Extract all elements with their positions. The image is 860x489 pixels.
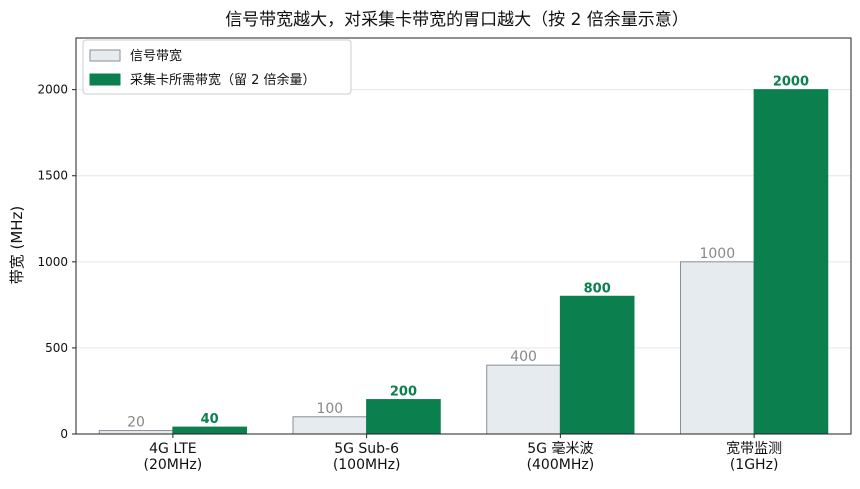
legend-swatch: [89, 49, 121, 62]
value-label-signal: 100: [316, 401, 343, 417]
value-label-signal: 20: [127, 415, 145, 431]
x-tick-label: 5G Sub-6: [334, 441, 399, 457]
y-axis-label: 带宽 (MHz): [8, 206, 26, 285]
x-axis-ticks: 4G LTE(20MHz) 5G Sub-6(100MHz) 5G 毫米波(400M…: [144, 434, 782, 473]
chart-title: 信号带宽越大，对采集卡带宽的胃口越大（按 2 倍余量示意）: [225, 10, 689, 30]
y-tick-label: 500: [45, 341, 68, 355]
y-tick-label: 0: [60, 427, 68, 441]
plot-frame: [75, 37, 852, 435]
bar-signal-bandwidth: [98, 430, 174, 435]
x-tick-label: 4G LTE: [149, 441, 196, 457]
value-label-card: 2000: [773, 75, 809, 90]
y-tick-label: 1000: [37, 255, 68, 269]
y-tick-label: 2000: [37, 83, 68, 97]
x-tick-label: (400MHz): [527, 457, 595, 473]
legend-swatch: [89, 73, 121, 86]
x-tick-label: (100MHz): [333, 457, 401, 473]
x-tick-label: 5G 毫米波: [527, 440, 593, 457]
bar-signal-bandwidth: [486, 364, 561, 435]
bar-card-bandwidth: [172, 426, 247, 435]
bar-card-bandwidth: [366, 399, 441, 435]
x-tick-label: (1GHz): [730, 457, 779, 473]
legend-label: 信号带宽: [130, 48, 182, 64]
value-labels: 20 40 100 200 400 800 1000 2000: [127, 75, 809, 431]
y-tick-label: 1500: [37, 169, 68, 183]
bar-card-bandwidth: [753, 89, 829, 435]
legend-label: 采集卡所需带宽（留 2 倍余量）: [130, 72, 316, 88]
bar-signal-bandwidth: [680, 261, 755, 435]
value-label-signal: 1000: [699, 246, 735, 262]
x-tick-label: (20MHz): [144, 457, 203, 473]
value-label-signal: 400: [510, 349, 537, 365]
x-tick-label: 宽带监测: [726, 440, 782, 457]
value-label-card: 800: [584, 281, 611, 296]
bars-group: [98, 89, 829, 435]
bar-signal-bandwidth: [292, 416, 368, 435]
legend-box: [82, 39, 352, 95]
value-label-card: 200: [390, 385, 417, 400]
y-axis-ticks: 0 500 1000 1500 2000: [37, 83, 76, 441]
bar-card-bandwidth: [559, 295, 635, 435]
value-label-card: 40: [201, 412, 219, 427]
